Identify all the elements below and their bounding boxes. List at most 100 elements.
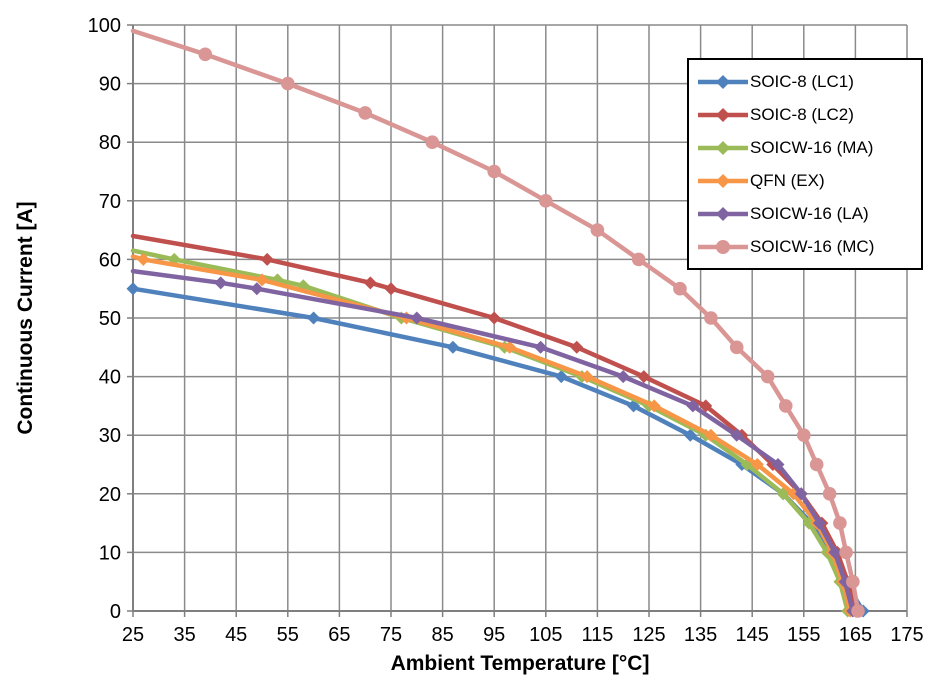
data-point-marker bbox=[760, 369, 775, 384]
legend-line-sample bbox=[698, 107, 748, 122]
y-tick-label: 0 bbox=[110, 601, 121, 623]
data-point-marker bbox=[126, 282, 140, 296]
legend-item-soicw-16-ma: SOICW-16 (MA) bbox=[689, 131, 921, 164]
y-tick-label: 90 bbox=[99, 74, 121, 96]
data-point-marker bbox=[839, 545, 853, 560]
legend-item-soic-8-lc1: SOIC-8 (LC1) bbox=[689, 65, 921, 98]
legend-label: SOICW-16 (LA) bbox=[750, 203, 869, 223]
x-tick-label: 55 bbox=[277, 624, 299, 646]
data-point-marker bbox=[778, 399, 793, 413]
legend-label: QFN (EX) bbox=[750, 170, 825, 190]
data-point-marker bbox=[809, 457, 824, 472]
data-point-marker bbox=[704, 428, 718, 442]
x-axis-title: Ambient Temperature [°C] bbox=[390, 652, 650, 675]
diamond-marker-icon bbox=[716, 107, 730, 122]
data-point-marker bbox=[750, 458, 764, 471]
diamond-marker-icon bbox=[716, 74, 730, 89]
x-tick-label: 85 bbox=[431, 624, 453, 646]
data-point-marker bbox=[539, 194, 553, 208]
data-point-marker bbox=[425, 135, 440, 149]
axes bbox=[127, 24, 908, 617]
x-tick-label: 95 bbox=[483, 624, 505, 646]
legend-line-sample bbox=[698, 74, 748, 89]
data-point-marker bbox=[198, 47, 213, 62]
data-point-marker bbox=[136, 252, 150, 266]
y-axis-title: Continuous Current [A] bbox=[14, 201, 37, 435]
data-point-marker bbox=[446, 340, 460, 354]
data-point-marker bbox=[384, 282, 398, 296]
data-point-marker bbox=[358, 106, 373, 120]
x-tick-label: 135 bbox=[684, 624, 717, 646]
legend-label: SOICW-16 (MA) bbox=[750, 137, 874, 157]
legend-item-soic-8-lc2: SOIC-8 (LC2) bbox=[689, 98, 921, 131]
diamond-marker-icon bbox=[716, 140, 730, 155]
y-tick-label: 100 bbox=[88, 15, 121, 37]
data-point-marker bbox=[590, 223, 605, 237]
series-line bbox=[130, 268, 856, 614]
x-tick-label: 75 bbox=[380, 624, 402, 646]
legend: SOIC-8 (LC1) SOIC-8 (LC2) SOICW-16 (MA) QFN… bbox=[687, 58, 923, 270]
y-tick-label: 70 bbox=[99, 191, 121, 213]
legend-item-qfn-ex: QFN (EX) bbox=[689, 164, 921, 197]
legend-label: SOICW-16 (MC) bbox=[750, 236, 875, 256]
x-tick-label: 25 bbox=[122, 624, 144, 646]
data-point-marker bbox=[686, 399, 700, 413]
series-line bbox=[130, 254, 853, 614]
data-point-marker bbox=[554, 370, 568, 384]
legend-line-sample bbox=[698, 173, 748, 188]
legend-line-sample bbox=[698, 239, 748, 254]
data-point-marker bbox=[281, 76, 295, 91]
y-tick-label: 20 bbox=[99, 484, 121, 506]
data-point-marker bbox=[647, 399, 661, 413]
legend-item-soicw-16-la: SOICW-16 (LA) bbox=[689, 197, 921, 230]
data-point-marker bbox=[214, 276, 228, 290]
data-point-marker bbox=[260, 252, 274, 266]
y-tick-label: 50 bbox=[99, 308, 121, 330]
data-point-marker bbox=[487, 164, 502, 179]
x-tick-label: 125 bbox=[632, 624, 665, 646]
data-point-marker bbox=[771, 458, 785, 471]
data-point-marker bbox=[503, 340, 517, 354]
data-point-marker bbox=[534, 340, 548, 354]
y-tick-label: 80 bbox=[99, 132, 121, 154]
series-soicw-16-la bbox=[130, 268, 860, 618]
data-point-marker bbox=[307, 311, 321, 325]
y-tick-label: 60 bbox=[99, 249, 121, 271]
x-tick-label: 45 bbox=[225, 624, 247, 646]
data-point-marker bbox=[637, 370, 651, 384]
data-point-marker bbox=[250, 282, 264, 296]
legend-line-sample bbox=[698, 206, 748, 221]
legend-line-sample bbox=[698, 140, 748, 155]
data-point-marker bbox=[828, 545, 842, 559]
x-tick-label: 35 bbox=[173, 624, 195, 646]
data-point-marker bbox=[851, 604, 865, 618]
y-tick-label: 30 bbox=[99, 425, 121, 447]
data-point-marker bbox=[729, 340, 744, 355]
legend-item-soicw-16-mc: SOICW-16 (MC) bbox=[689, 230, 921, 263]
y-tick-label: 40 bbox=[99, 367, 121, 389]
data-point-marker bbox=[631, 252, 646, 267]
data-point-marker bbox=[846, 574, 860, 589]
data-point-marker bbox=[410, 311, 424, 325]
data-point-marker bbox=[570, 340, 584, 354]
data-point-marker bbox=[487, 311, 501, 325]
data-point-marker bbox=[580, 370, 594, 384]
data-point-marker bbox=[683, 428, 697, 442]
x-tick-label: 155 bbox=[787, 624, 820, 646]
data-point-marker bbox=[699, 399, 713, 413]
data-point-marker bbox=[812, 516, 826, 530]
x-tick-label: 105 bbox=[529, 624, 562, 646]
tick-labels: 25 35 45 55 65 75 85 95 105 115 125 135 145 155 165 175… bbox=[88, 15, 924, 646]
diamond-marker-icon bbox=[716, 206, 730, 221]
data-point-marker bbox=[794, 487, 808, 501]
data-point-marker bbox=[255, 273, 269, 287]
legend-label: SOIC-8 (LC2) bbox=[750, 104, 854, 124]
data-point-marker bbox=[704, 311, 718, 325]
data-point-marker bbox=[616, 370, 630, 384]
data-point-marker bbox=[833, 516, 847, 530]
x-tick-label: 145 bbox=[736, 624, 769, 646]
series-soicw-16-mc bbox=[130, 28, 865, 618]
x-tick-label: 115 bbox=[581, 624, 613, 646]
circle-marker-icon bbox=[716, 239, 730, 254]
